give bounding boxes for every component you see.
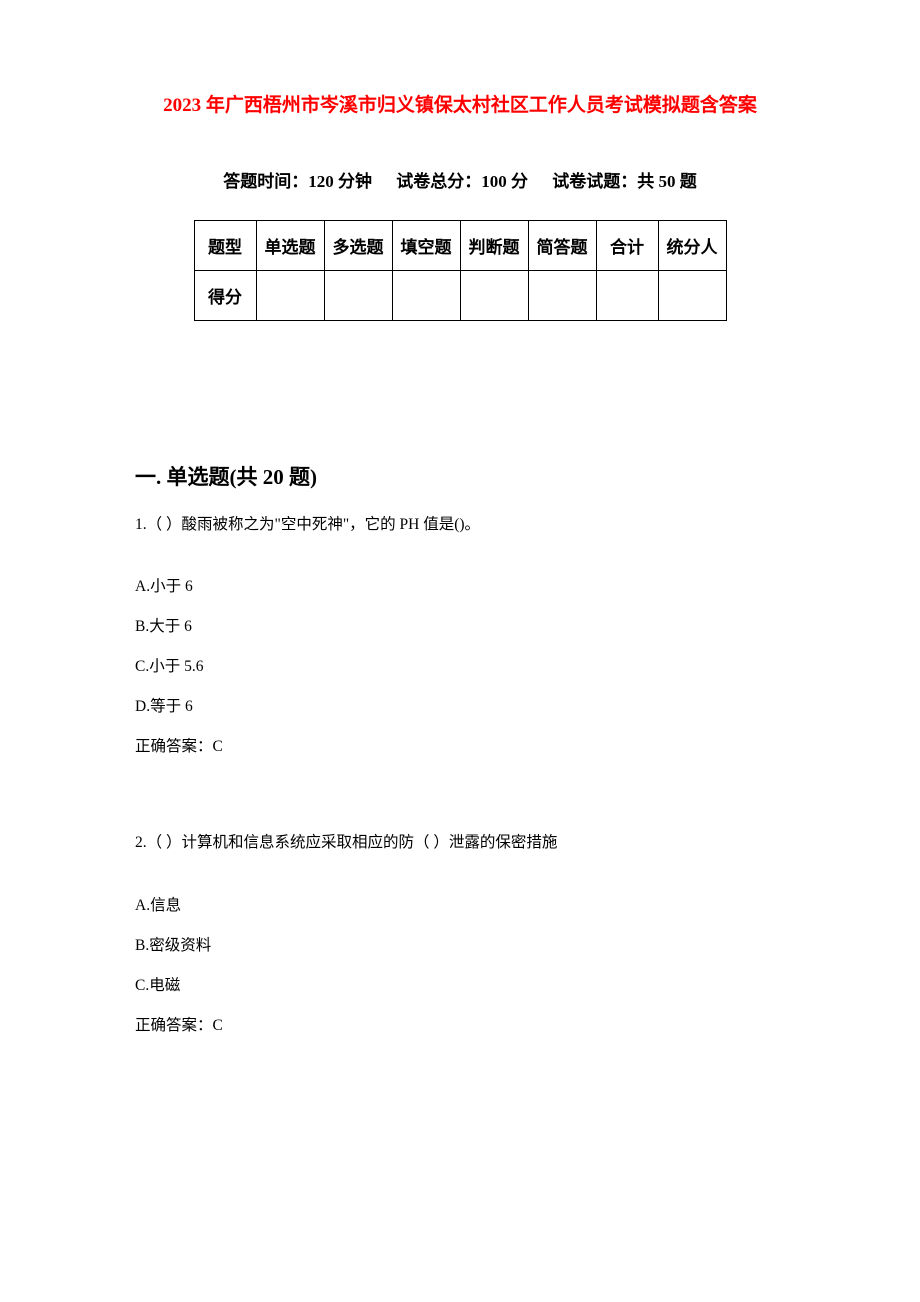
table-empty-cell bbox=[528, 271, 596, 321]
table-empty-cell bbox=[658, 271, 726, 321]
question-text: 2.（ ）计算机和信息系统应采取相应的防（ ）泄露的保密措施 bbox=[135, 831, 785, 854]
table-empty-cell bbox=[596, 271, 658, 321]
exam-meta: 答题时间：120 分钟 试卷总分：100 分 试卷试题：共 50 题 bbox=[135, 167, 785, 192]
table-empty-cell bbox=[460, 271, 528, 321]
table-header-cell: 简答题 bbox=[528, 221, 596, 271]
table-header-cell: 单选题 bbox=[256, 221, 324, 271]
exam-question-count: 试卷试题：共 50 题 bbox=[552, 172, 697, 191]
section-heading: 一. 单选题(共 20 题) bbox=[135, 461, 785, 491]
table-header-row: 题型 单选题 多选题 填空题 判断题 简答题 合计 统分人 bbox=[194, 221, 726, 271]
question-option: C.小于 5.6 bbox=[135, 654, 785, 676]
question-option: C.电磁 bbox=[135, 973, 785, 995]
exam-total-score: 试卷总分：100 分 bbox=[396, 172, 528, 191]
question-answer: 正确答案：C bbox=[135, 1013, 785, 1035]
table-empty-cell bbox=[256, 271, 324, 321]
score-table: 题型 单选题 多选题 填空题 判断题 简答题 合计 统分人 得分 bbox=[194, 220, 727, 321]
table-score-row: 得分 bbox=[194, 271, 726, 321]
exam-time: 答题时间：120 分钟 bbox=[223, 172, 372, 191]
table-header-cell: 填空题 bbox=[392, 221, 460, 271]
table-header-cell: 统分人 bbox=[658, 221, 726, 271]
question-option: D.等于 6 bbox=[135, 694, 785, 716]
table-header-cell: 题型 bbox=[194, 221, 256, 271]
table-header-cell: 判断题 bbox=[460, 221, 528, 271]
table-header-cell: 多选题 bbox=[324, 221, 392, 271]
table-header-cell: 合计 bbox=[596, 221, 658, 271]
document-title: 2023 年广西梧州市岑溪市归义镇保太村社区工作人员考试模拟题含答案 bbox=[135, 90, 785, 117]
question-text: 1.（ ）酸雨被称之为"空中死神"，它的 PH 值是()。 bbox=[135, 513, 785, 536]
question-option: B.密级资料 bbox=[135, 933, 785, 955]
question-option: B.大于 6 bbox=[135, 614, 785, 636]
table-row-label: 得分 bbox=[194, 271, 256, 321]
question-answer: 正确答案：C bbox=[135, 734, 785, 756]
question-option: A.信息 bbox=[135, 893, 785, 915]
table-empty-cell bbox=[392, 271, 460, 321]
question-option: A.小于 6 bbox=[135, 574, 785, 596]
table-empty-cell bbox=[324, 271, 392, 321]
